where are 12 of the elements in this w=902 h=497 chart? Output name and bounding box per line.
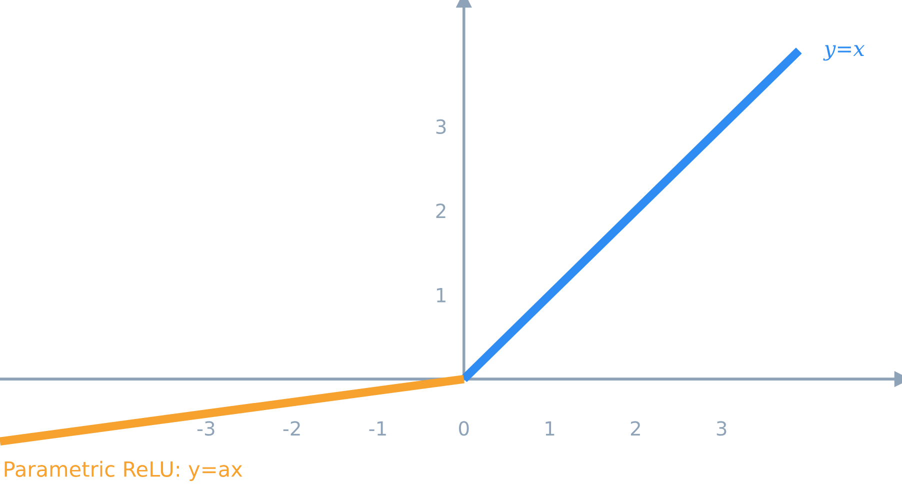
x-tick-label: -3 xyxy=(197,421,214,436)
x-tick-label: 3 xyxy=(716,421,726,436)
x-tick-label: -2 xyxy=(283,421,300,436)
y-tick-label: 2 xyxy=(436,204,446,218)
y-tick-label: 1 xyxy=(436,288,446,302)
series-label: Parametric ReLU: y=ax xyxy=(4,460,242,482)
x-tick-label: -1 xyxy=(369,421,386,436)
series-label: y=x xyxy=(823,45,865,61)
x-tick-label: 1 xyxy=(546,421,554,436)
x-tick-label: 0 xyxy=(458,421,469,436)
y-tick-label: 3 xyxy=(436,119,446,134)
x-tick-label: 2 xyxy=(630,421,640,436)
